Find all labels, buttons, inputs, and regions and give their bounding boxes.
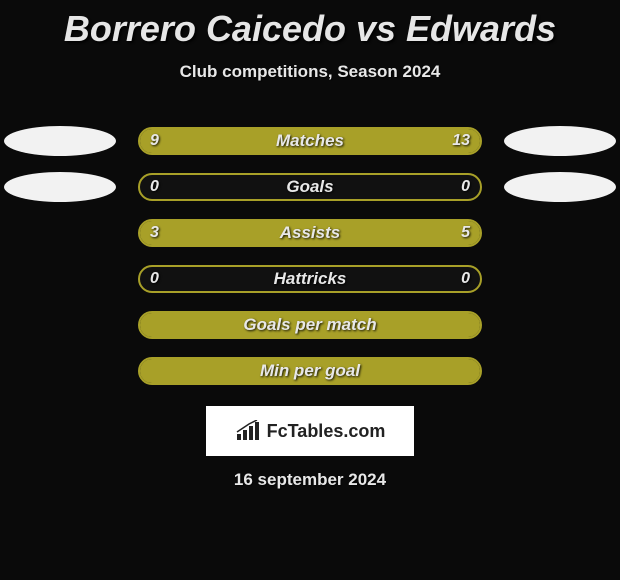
- comparison-chart: Matches913Goals00Assists35Hattricks00Goa…: [0, 118, 620, 394]
- stat-row: Hattricks00: [0, 256, 620, 302]
- stat-bar-track: [138, 173, 482, 201]
- stat-bar-right: [268, 221, 481, 245]
- stat-bar-right: [279, 129, 480, 153]
- player-badge-left: [4, 126, 116, 156]
- stat-bar-track: [138, 219, 482, 247]
- stat-bar-left: [140, 221, 268, 245]
- player-badge-left: [4, 172, 116, 202]
- page-title: Borrero Caicedo vs Edwards: [0, 0, 620, 50]
- stat-bar-full: [140, 313, 480, 337]
- stat-bar-track: [138, 265, 482, 293]
- stat-row: Goals per match: [0, 302, 620, 348]
- stat-bar-track: [138, 311, 482, 339]
- stat-bar-full: [140, 359, 480, 383]
- stat-bar-track: [138, 357, 482, 385]
- stat-row: Min per goal: [0, 348, 620, 394]
- logo-text: FcTables.com: [267, 421, 386, 442]
- stat-bar-left: [140, 129, 279, 153]
- fctables-logo: FcTables.com: [206, 406, 414, 456]
- chart-icon: [235, 420, 261, 442]
- stat-bar-track: [138, 127, 482, 155]
- date-label: 16 september 2024: [0, 470, 620, 490]
- stat-row: Goals00: [0, 164, 620, 210]
- stat-row: Assists35: [0, 210, 620, 256]
- player-badge-right: [504, 172, 616, 202]
- player-badge-right: [504, 126, 616, 156]
- stat-row: Matches913: [0, 118, 620, 164]
- page-subtitle: Club competitions, Season 2024: [0, 62, 620, 82]
